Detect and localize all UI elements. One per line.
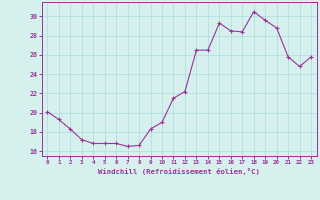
X-axis label: Windchill (Refroidissement éolien,°C): Windchill (Refroidissement éolien,°C) [98, 168, 260, 175]
